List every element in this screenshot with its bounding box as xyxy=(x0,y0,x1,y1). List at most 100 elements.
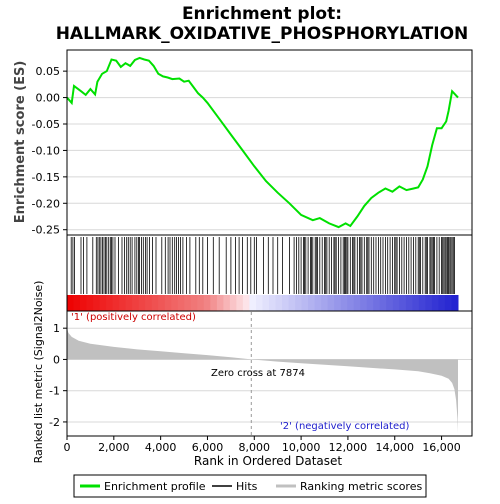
es-panel: 0.05 0.00 -0.05 -0.10 -0.15 -0.20 -0.25 xyxy=(32,49,473,237)
colorbar-segment xyxy=(308,295,316,311)
colorbar-segment xyxy=(99,295,107,311)
metric-y-tick-label: -2 xyxy=(49,416,60,429)
x-tick-label: 12,000 xyxy=(329,441,368,454)
es-y-axis: 0.05 0.00 -0.05 -0.10 -0.15 -0.20 -0.25 xyxy=(32,65,67,237)
ranking-metric-panel: 1 0 -1 -2 Zero cross at 7874 '1' (positivel… xyxy=(49,310,473,437)
positive-correlation-label: '1' (positively correlated) xyxy=(71,312,196,323)
colorbar-segment xyxy=(405,295,413,311)
colorbar-segment xyxy=(288,295,296,311)
colorbar-segment xyxy=(347,295,355,311)
colorbar-segment xyxy=(451,295,459,311)
colorbar-segment xyxy=(379,295,387,311)
colorbar-segment xyxy=(151,295,159,311)
ranking-metric-area xyxy=(67,328,458,433)
colorbar-segment xyxy=(158,295,166,311)
colorbar-segment xyxy=(249,295,257,311)
metric-y-axis: 1 0 -1 -2 xyxy=(49,322,67,429)
hits-panel xyxy=(66,234,473,312)
colorbar-segment xyxy=(177,295,185,311)
x-tick-label: 8,000 xyxy=(239,441,271,454)
x-tick-label: 2,000 xyxy=(98,441,130,454)
colorbar-segment xyxy=(340,295,348,311)
colorbar-segment xyxy=(334,295,342,311)
colorbar-segment xyxy=(112,295,120,311)
colorbar-segment xyxy=(360,295,368,311)
colorbar-segment xyxy=(73,295,81,311)
colorbar-segment xyxy=(321,295,329,311)
colorbar-segment xyxy=(184,295,192,311)
x-tick-label: 16,000 xyxy=(422,441,461,454)
colorbar-segment xyxy=(138,295,146,311)
chart-title-line1: Enrichment plot: xyxy=(182,4,342,24)
colorbar-segment xyxy=(392,295,400,311)
colorbar-segment xyxy=(431,295,439,311)
colorbar-segment xyxy=(353,295,361,311)
es-y-axis-label: Enrichment score (ES) xyxy=(13,61,28,224)
es-plot-area xyxy=(67,50,472,235)
metric-y-tick-label: -1 xyxy=(49,385,60,398)
chart-title-line2: HALLMARK_OXIDATIVE_PHOSPHORYLATION xyxy=(56,24,469,44)
colorbar-segment xyxy=(386,295,394,311)
colorbar-segment xyxy=(242,295,250,311)
legend-hits-label: Hits xyxy=(236,480,258,493)
metric-y-axis-label: Ranked list metric (Signal2Noise) xyxy=(32,281,45,464)
colorbar-segment xyxy=(444,295,452,311)
legend: Enrichment profile Hits Ranking metric s… xyxy=(73,474,427,498)
colorbar-segment xyxy=(269,295,277,311)
es-y-tick-label: -0.20 xyxy=(32,197,60,210)
colorbar-segment xyxy=(256,295,264,311)
colorbar-segment xyxy=(229,295,237,311)
colorbar-segment xyxy=(314,295,322,311)
colorbar-segment xyxy=(438,295,446,311)
colorbar-segment xyxy=(373,295,381,311)
ranked-list-colorbar xyxy=(67,295,459,311)
es-y-tick-label: -0.10 xyxy=(32,144,60,157)
colorbar-segment xyxy=(216,295,224,311)
colorbar-segment xyxy=(145,295,153,311)
es-y-tick-label: 0.00 xyxy=(36,92,61,105)
es-y-tick-label: -0.25 xyxy=(32,224,60,237)
metric-y-tick-label: 0 xyxy=(53,353,60,366)
colorbar-segment xyxy=(171,295,179,311)
colorbar-segment xyxy=(301,295,309,311)
colorbar-segment xyxy=(425,295,433,311)
colorbar-segment xyxy=(262,295,270,311)
colorbar-segment xyxy=(93,295,101,311)
colorbar-segment xyxy=(295,295,303,311)
colorbar-segment xyxy=(366,295,374,311)
es-y-tick-label: -0.05 xyxy=(32,118,60,131)
colorbar-segment xyxy=(210,295,218,311)
x-tick-label: 4,000 xyxy=(145,441,177,454)
legend-ranking-label: Ranking metric scores xyxy=(300,480,422,493)
metric-y-tick-label: 1 xyxy=(53,322,60,335)
negative-correlation-label: '2' (negatively correlated) xyxy=(280,421,409,432)
es-y-tick-label: -0.15 xyxy=(32,171,60,184)
colorbar-segment xyxy=(275,295,283,311)
colorbar-segment xyxy=(418,295,426,311)
x-tick-label: 14,000 xyxy=(375,441,414,454)
colorbar-segment xyxy=(164,295,172,311)
es-gridlines xyxy=(67,70,472,231)
colorbar-segment xyxy=(106,295,114,311)
x-axis-label: Rank in Ordered Dataset xyxy=(194,454,342,468)
x-tick-label: 10,000 xyxy=(282,441,321,454)
zero-cross-label: Zero cross at 7874 xyxy=(211,368,305,379)
x-axis: 0 2,000 4,000 6,000 8,000 10,000 12,000 14,000 1… xyxy=(64,436,461,454)
colorbar-segment xyxy=(80,295,88,311)
colorbar-segment xyxy=(399,295,407,311)
hit-markers xyxy=(70,237,455,294)
metric-plot-frame xyxy=(66,310,473,437)
colorbar-segment xyxy=(236,295,244,311)
colorbar-segment xyxy=(125,295,133,311)
colorbar-segment xyxy=(67,295,75,311)
colorbar-segment xyxy=(119,295,127,311)
x-tick-label: 0 xyxy=(64,441,71,454)
x-tick-label: 6,000 xyxy=(192,441,224,454)
colorbar-segment xyxy=(132,295,140,311)
colorbar-segment xyxy=(282,295,290,311)
colorbar-segment xyxy=(86,295,94,311)
colorbar-segment xyxy=(197,295,205,311)
colorbar-segment xyxy=(223,295,231,311)
